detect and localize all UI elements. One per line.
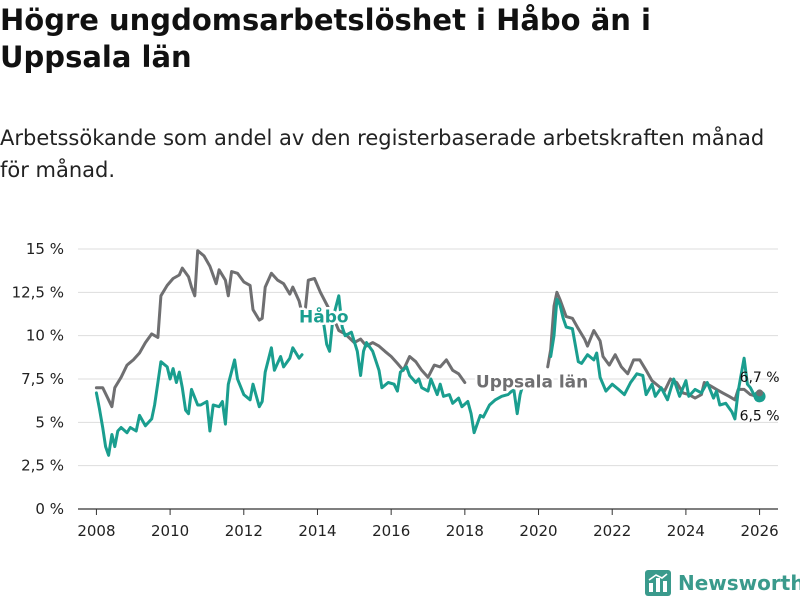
x-tick-label: 2026	[740, 522, 778, 540]
habo-series-label: Håbo	[299, 306, 349, 328]
x-tick-label: 2008	[77, 522, 115, 540]
x-tick-label: 2022	[593, 522, 631, 540]
brand-name: Newsworthy	[678, 571, 800, 595]
y-tick-label: 15 %	[26, 240, 64, 258]
x-axis-ticks: 2008 2010 2012 2014 2016 2018 2020 2022 2024 2026	[77, 509, 779, 540]
y-tick-label: 7,5 %	[21, 370, 64, 388]
y-tick-label: 12,5 %	[12, 283, 64, 301]
y-tick-label: 10 %	[26, 327, 64, 345]
uppsala-series-label: Uppsala län	[476, 373, 588, 393]
uppsala-line	[546, 290, 762, 402]
newsworthy-brand: Newsworthy	[645, 568, 800, 598]
page-title: Högre ungdomsarbetslöshet i Håbo än i Up…	[0, 3, 651, 74]
series-lines	[94, 249, 762, 457]
habo-line	[94, 346, 304, 457]
y-tick-label: 2,5 %	[21, 457, 64, 475]
habo-line	[322, 294, 525, 435]
y-axis-ticks: 0 % 2,5 % 5 % 7,5 % 10 % 12,5 % 15 %	[12, 240, 64, 518]
x-tick-label: 2020	[519, 522, 557, 540]
x-tick-label: 2012	[225, 522, 263, 540]
x-tick-label: 2010	[151, 522, 189, 540]
habo-line	[549, 297, 762, 421]
grid-lines	[78, 248, 778, 467]
series-labels: Håbo Uppsala län 6,7 % 6,5 %	[297, 303, 780, 424]
bar-chart-logo-icon	[645, 570, 671, 596]
y-tick-label: 0 %	[35, 500, 64, 518]
uppsala-end-label: 6,7 %	[740, 370, 780, 386]
page-subtitle: Arbetssökande som andel av den registerb…	[0, 126, 765, 182]
x-tick-label: 2014	[298, 522, 336, 540]
x-tick-label: 2018	[446, 522, 484, 540]
habo-end-label: 6,5 %	[740, 408, 780, 424]
x-tick-label: 2024	[667, 522, 705, 540]
uppsala-line	[94, 249, 467, 409]
x-tick-label: 2016	[372, 522, 410, 540]
y-tick-label: 5 %	[35, 413, 64, 431]
uppsala-end-marker	[756, 389, 764, 397]
